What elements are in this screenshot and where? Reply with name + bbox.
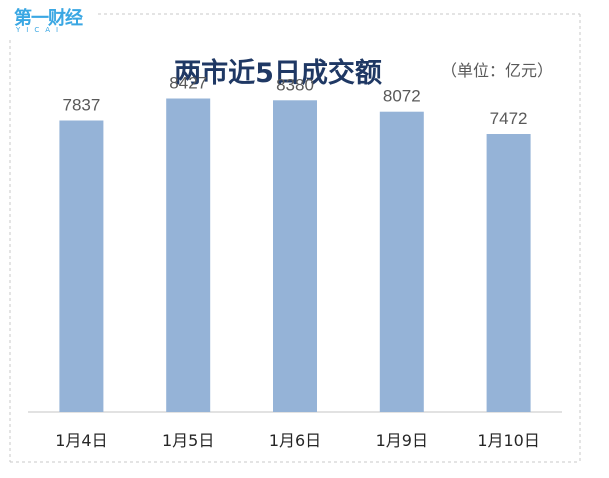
bar-5	[486, 134, 531, 412]
x-tick-label: 1月6日	[269, 431, 321, 450]
bar-4	[379, 111, 424, 412]
x-tick-label: 1月10日	[477, 431, 540, 450]
bar-value-label: 8072	[383, 87, 421, 106]
x-tick-label: 1月4日	[55, 431, 107, 450]
x-tick-label: 1月9日	[376, 431, 428, 450]
bar-value-label: 7837	[62, 96, 100, 115]
bar-value-label: 8380	[276, 75, 314, 94]
bar-value-label: 7472	[490, 109, 528, 128]
yicai-logo: 第一财经 YICAI	[14, 4, 94, 38]
bar-1	[59, 120, 104, 412]
unit-note: （单位：亿元）	[441, 61, 553, 80]
x-tick-label: 1月5日	[162, 431, 214, 450]
chart-title: 两市近5日成交额	[174, 57, 382, 89]
bars-group: 7837 1月4日 8427 1月5日 8380 1月6日 8072 1月9日 7472 1月10…	[55, 74, 540, 451]
bar-3	[273, 100, 317, 413]
bar-2	[166, 98, 211, 412]
logo-wordmark: 第一财经	[14, 8, 83, 29]
logo-subtext: YICAI	[16, 26, 65, 34]
bar-value-label: 8427	[169, 74, 207, 93]
